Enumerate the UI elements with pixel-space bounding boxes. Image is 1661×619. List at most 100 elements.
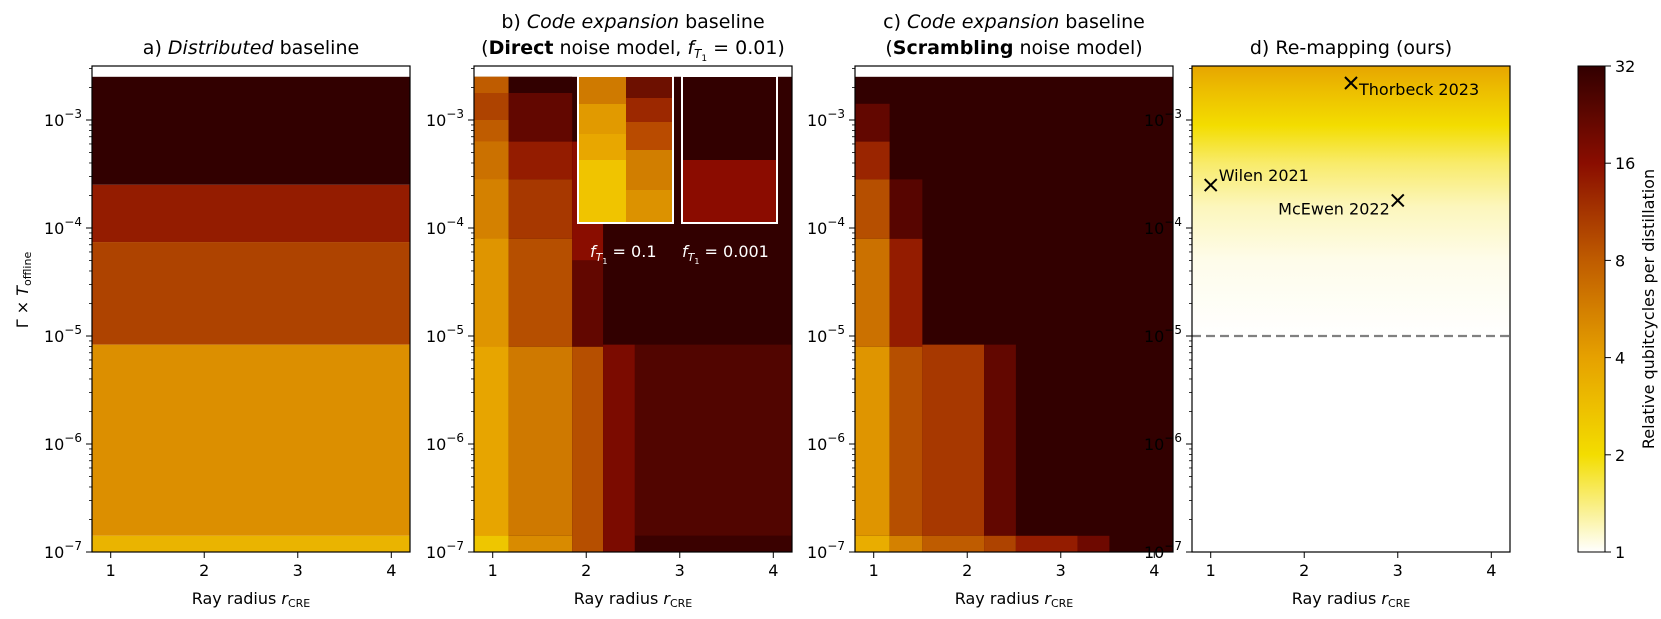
x-tick-label: 4 [768, 561, 778, 580]
heatmap-cell [508, 93, 573, 142]
x-tick-label: 3 [675, 561, 685, 580]
x-tick-label: 1 [106, 561, 116, 580]
heatmap-cell [474, 76, 509, 93]
inset-2-cells [682, 76, 777, 223]
inset-1-cell [578, 76, 626, 104]
heatmap-cell [474, 93, 509, 120]
inset-1-cell [578, 134, 626, 160]
plot-frame [854, 65, 1174, 553]
y-tick-label: 10−7 [44, 539, 82, 562]
y-tick-label: 10−6 [807, 431, 845, 454]
inset-1-cell [626, 98, 673, 122]
heatmap-cell [508, 238, 573, 347]
y-tick-label: 10−5 [44, 323, 82, 346]
y-tick-label: 10−4 [44, 215, 82, 238]
panel-a-x-label: Ray radius rCRE [192, 589, 311, 610]
colorbar-tick-label: 2 [1615, 446, 1625, 465]
colorbar-label: Relative qubitcycles per distillation [1639, 169, 1658, 449]
data-point [1203, 178, 1218, 192]
heatmap-cell [855, 535, 890, 552]
inset-1-cells [578, 76, 673, 223]
panel-d-x-label: Ray radius rCRE [1292, 589, 1411, 610]
x-tick-label: 1 [1206, 561, 1216, 580]
inset-1-cell [578, 104, 626, 134]
panel-b-x-label: Ray radius rCRE [574, 589, 693, 610]
y-tick-label: 10−4 [426, 215, 464, 238]
heatmap-cell [1077, 535, 1110, 552]
data-point-label: Thorbeck 2023 [1358, 80, 1479, 99]
panel-b-x-ticks: 1 2 3 4 [488, 552, 778, 580]
panel-d-plot: Thorbeck 2023 Wilen 2021 McEwen 2022 [1191, 65, 1511, 553]
heatmap-cell [603, 344, 635, 552]
x-tick-label: 4 [1149, 561, 1159, 580]
x-tick-label: 1 [869, 561, 879, 580]
x-tick-label: 2 [962, 561, 972, 580]
x-tick-label: 2 [1299, 561, 1309, 580]
heatmap-cell [889, 346, 923, 536]
x-tick-label: 4 [1486, 561, 1496, 580]
panel-a-y-label: Γ × Toffline [13, 252, 34, 329]
colorbar-tick-label: 1 [1615, 543, 1625, 562]
panel-c: c) Code expansion baseline (Scrambling n… [807, 11, 1174, 610]
data-point [1344, 76, 1358, 90]
heatmap-cell [634, 535, 792, 552]
heatmap-cell [922, 344, 985, 536]
colorbar-bar [1577, 65, 1606, 553]
panel-c-x-ticks: 1 2 3 4 [869, 552, 1159, 580]
inset-1-cell [578, 160, 626, 223]
heatmap-cell [474, 238, 509, 347]
panel-a-title: a) Distributed baseline [143, 37, 359, 59]
panel-b-insets: fT1 = 0.1 fT1 = 0.001 [577, 75, 778, 266]
heatmap-cell [92, 242, 410, 345]
colorbar-ticks: 1 2 4 8 16 32 [1605, 57, 1635, 562]
colorbar-tick-label: 8 [1615, 251, 1625, 270]
panel-a-x-ticks: 1 2 3 4 [106, 552, 396, 580]
y-tick-label: 10−6 [1144, 431, 1182, 454]
heatmap-cell [855, 238, 890, 347]
x-tick-label: 3 [1393, 561, 1403, 580]
panel-c-plot [854, 65, 1174, 553]
heatmap-cell [855, 103, 890, 142]
heatmap-cell [92, 76, 410, 185]
plot-frame [91, 65, 411, 553]
heatmap-cell [474, 535, 509, 552]
heatmap-cell [508, 535, 573, 552]
panel-b-y-ticks: 10−3 10−4 10−5 10−6 10−7 [426, 68, 474, 562]
heatmap-cell [855, 141, 890, 180]
y-tick-label: 10−4 [1144, 215, 1182, 238]
heatmap-cell [474, 179, 509, 239]
panel-b-title-line2: (Direct noise model, fT1 = 0.01) [481, 37, 785, 64]
heatmap-cell [92, 535, 410, 552]
panel-c-y-ticks: 10−3 10−4 10−5 10−6 10−7 [807, 68, 855, 562]
inset-2: fT1 = 0.001 [681, 75, 778, 266]
heatmap-cell [508, 346, 573, 536]
y-tick-label: 10−3 [426, 107, 464, 130]
colorbar: 1 2 4 8 16 32 Relative qubitcycles per distil… [1577, 57, 1658, 562]
heatmap-cell [1015, 535, 1078, 552]
heatmap-cell [572, 260, 604, 347]
plot-frame [1191, 65, 1511, 553]
panel-c-x-label: Ray radius rCRE [955, 589, 1074, 610]
inset-2-label: fT1 = 0.001 [682, 242, 769, 266]
heatmap-cell [889, 535, 923, 552]
inset-1-frame [577, 75, 674, 224]
panel-d-y-ticks: 10−3 10−4 10−5 10−6 10−7 [1144, 68, 1192, 562]
heatmap-cell [889, 238, 923, 347]
heatmap-cell [984, 344, 1016, 536]
inset-1-cell [626, 190, 673, 223]
x-tick-label: 3 [293, 561, 303, 580]
heatmap-cell [634, 344, 792, 536]
heatmap-cell [474, 141, 509, 180]
inset-2-frame [681, 75, 778, 224]
panel-b-title-line1: b) Code expansion baseline [501, 11, 764, 33]
panel-a-y-ticks: 10−3 10−4 10−5 10−6 10−7 [44, 68, 92, 562]
panel-c-title-line2: (Scrambling noise model) [885, 37, 1142, 59]
panel-d-title: d) Re-mapping (ours) [1250, 37, 1452, 59]
y-tick-label: 10−3 [807, 107, 845, 130]
heatmap-cell [508, 179, 573, 239]
y-tick-label: 10−3 [1144, 107, 1182, 130]
heatmap-cell [984, 535, 1016, 552]
x-tick-label: 4 [386, 561, 396, 580]
